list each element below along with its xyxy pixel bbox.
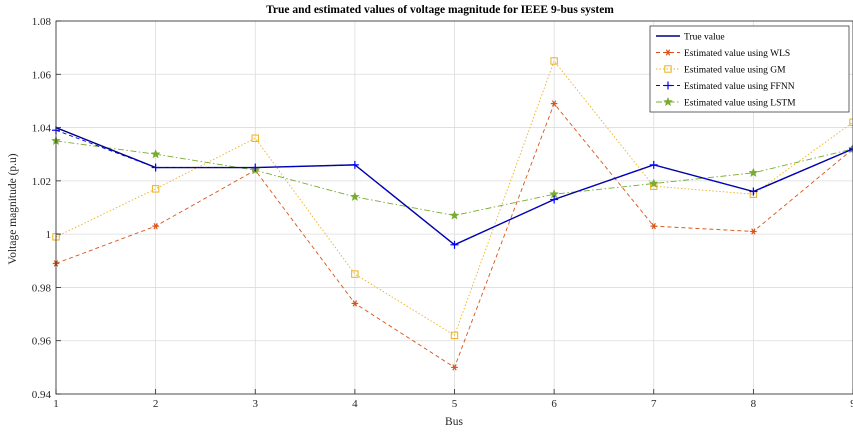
data-point <box>251 163 260 172</box>
x-tick-label: 1 <box>53 398 59 410</box>
data-point <box>750 228 757 235</box>
y-tick-label: 0.96 <box>32 336 52 348</box>
legend-entry: Estimated value using FFNN <box>656 81 795 92</box>
legend-label: Estimated value using GM <box>684 66 786 76</box>
x-tick-label: 9 <box>850 398 853 410</box>
legend-box <box>649 25 850 113</box>
data-point <box>450 240 459 249</box>
y-tick-label: 1.08 <box>32 16 52 28</box>
y-axis-label: Voltage magnitude (p.u) <box>7 153 19 264</box>
point-marker <box>751 228 756 235</box>
point-marker <box>551 100 557 107</box>
data-point <box>451 364 458 371</box>
point-marker <box>550 57 558 65</box>
data-point <box>350 160 359 169</box>
point-marker <box>648 178 659 188</box>
legend-entry: Estimated value using WLS <box>656 49 790 59</box>
x-tick-label: 2 <box>153 398 159 410</box>
point-marker <box>663 96 673 107</box>
y-tick-label: 1.02 <box>32 176 51 188</box>
series-line <box>55 129 853 246</box>
point-marker <box>449 210 460 220</box>
y-tick-label: 1.06 <box>32 69 52 81</box>
x-tick-label: 4 <box>352 398 358 410</box>
data-point <box>151 185 160 193</box>
point-marker <box>748 167 759 178</box>
y-tick-label: 1.04 <box>32 123 52 135</box>
series-line <box>55 60 853 337</box>
data-point <box>663 96 673 107</box>
data-point <box>550 57 558 65</box>
data-point <box>550 195 559 204</box>
legend: True value Estimated value using WLS Estim… <box>649 25 850 113</box>
data-point <box>664 49 672 56</box>
data-point <box>648 178 659 188</box>
legend-label: Estimated value using WLS <box>684 49 790 59</box>
data-point <box>849 144 853 153</box>
point-marker <box>452 364 457 371</box>
axis-ticks: 1 2 3 4 5 6 7 8 9 0.94 0.96 0.98 1 1.02 1.04 1.06 1.08 <box>32 16 853 410</box>
legend-entry: Estimated value using LSTM <box>656 96 796 109</box>
x-tick-label: 7 <box>651 398 657 410</box>
x-tick-label: 3 <box>253 398 259 410</box>
legend-entry: Estimated value using GM <box>656 65 786 76</box>
data-point <box>449 210 460 220</box>
y-tick-label: 0.94 <box>32 389 52 401</box>
data-point <box>550 100 558 107</box>
point-marker <box>450 331 459 340</box>
point-marker <box>651 222 656 230</box>
point-marker <box>251 134 259 142</box>
chart-title: True and estimated values of voltage mag… <box>266 4 614 16</box>
x-axis-label: Bus <box>445 416 463 428</box>
y-tick-label: 0.98 <box>32 282 52 294</box>
data-point <box>650 222 658 230</box>
data-point <box>749 187 758 196</box>
data-point <box>649 160 658 169</box>
point-marker <box>349 191 360 202</box>
data-point <box>748 167 759 178</box>
legend-label: Estimated value using FFNN <box>684 82 795 92</box>
x-tick-label: 6 <box>551 398 557 410</box>
legend-entry: True value <box>656 33 725 43</box>
data-point <box>251 134 259 142</box>
legend-label: True value <box>684 33 725 43</box>
point-marker <box>151 185 160 193</box>
y-tick-label: 1 <box>46 229 52 241</box>
data-point <box>664 81 672 90</box>
point-marker <box>150 148 161 159</box>
data-point <box>450 331 459 340</box>
x-tick-label: 5 <box>452 398 458 410</box>
point-marker <box>352 300 358 307</box>
data-point <box>151 163 160 172</box>
data-point <box>150 148 161 159</box>
data-point <box>351 300 359 307</box>
data-point <box>351 270 359 278</box>
point-marker <box>664 65 672 73</box>
data-point <box>152 222 159 230</box>
x-tick-label: 8 <box>751 398 757 410</box>
point-marker <box>665 49 671 56</box>
data-point <box>664 65 672 73</box>
point-marker <box>153 222 158 230</box>
point-marker <box>351 270 359 278</box>
legend-label: Estimated value using LSTM <box>684 99 796 109</box>
data-point <box>349 191 360 202</box>
